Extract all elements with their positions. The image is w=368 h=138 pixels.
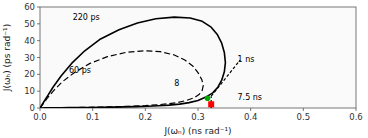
marker-square	[208, 101, 214, 107]
x-tick	[303, 108, 304, 111]
x-tick-label: 0.4	[244, 112, 258, 122]
x-tick	[145, 108, 146, 111]
annotation: 60 ps	[69, 66, 91, 75]
marker-circle	[205, 95, 211, 101]
annotations: 220 ps 60 ps 1 ns 7.5 ns 8	[69, 13, 262, 101]
plot-frame	[40, 7, 356, 108]
x-tick-label: 0.1	[86, 112, 100, 122]
line	[40, 17, 225, 108]
y-tick	[37, 40, 40, 41]
annotation: 8	[174, 79, 179, 88]
y-tick-label: 50	[24, 19, 35, 29]
y-tick-label: 0	[30, 103, 35, 113]
y-tick-label: 30	[24, 53, 35, 63]
y-tick	[37, 7, 40, 8]
y-axis-label: J(ωₕ) (ps rad⁻¹)	[2, 24, 12, 92]
y-tick	[37, 108, 40, 109]
axes: 0.0 0.1 0.2 0.3 0.4 0.5 0.6 0 10 20 30 40 50 60	[24, 2, 363, 122]
x-tick	[250, 108, 251, 111]
y-tick	[37, 74, 40, 75]
x-tick-label: 0.5	[297, 112, 311, 122]
x-tick-label: 0.2	[139, 112, 153, 122]
x-tick	[356, 108, 357, 111]
annotation: 1 ns	[238, 55, 255, 64]
x-tick-label: 0.3	[191, 112, 205, 122]
x-tick	[40, 108, 41, 111]
y-tick	[37, 23, 40, 24]
y-tick	[37, 91, 40, 92]
x-tick-label: 0.6	[349, 112, 363, 122]
annotation: 220 ps	[73, 13, 100, 22]
line	[211, 60, 240, 96]
y-tick-label: 10	[24, 86, 35, 96]
annotation: 7.5 ns	[238, 93, 263, 102]
y-tick-label: 40	[24, 36, 35, 46]
y-tick-label: 60	[24, 2, 35, 12]
x-tick	[198, 108, 199, 111]
x-tick-label: 0.0	[33, 112, 47, 122]
chart: 0.0 0.1 0.2 0.3 0.4 0.5 0.6 0 10 20 30 40 50 60 J(ωₙ) …	[0, 0, 368, 138]
plot-background	[40, 7, 356, 108]
x-tick	[92, 108, 93, 111]
marks	[40, 17, 240, 108]
line	[40, 51, 203, 108]
y-tick-label: 20	[24, 69, 35, 79]
y-tick	[37, 57, 40, 58]
x-axis-label: J(ωₙ) (ns rad⁻¹)	[163, 126, 231, 136]
